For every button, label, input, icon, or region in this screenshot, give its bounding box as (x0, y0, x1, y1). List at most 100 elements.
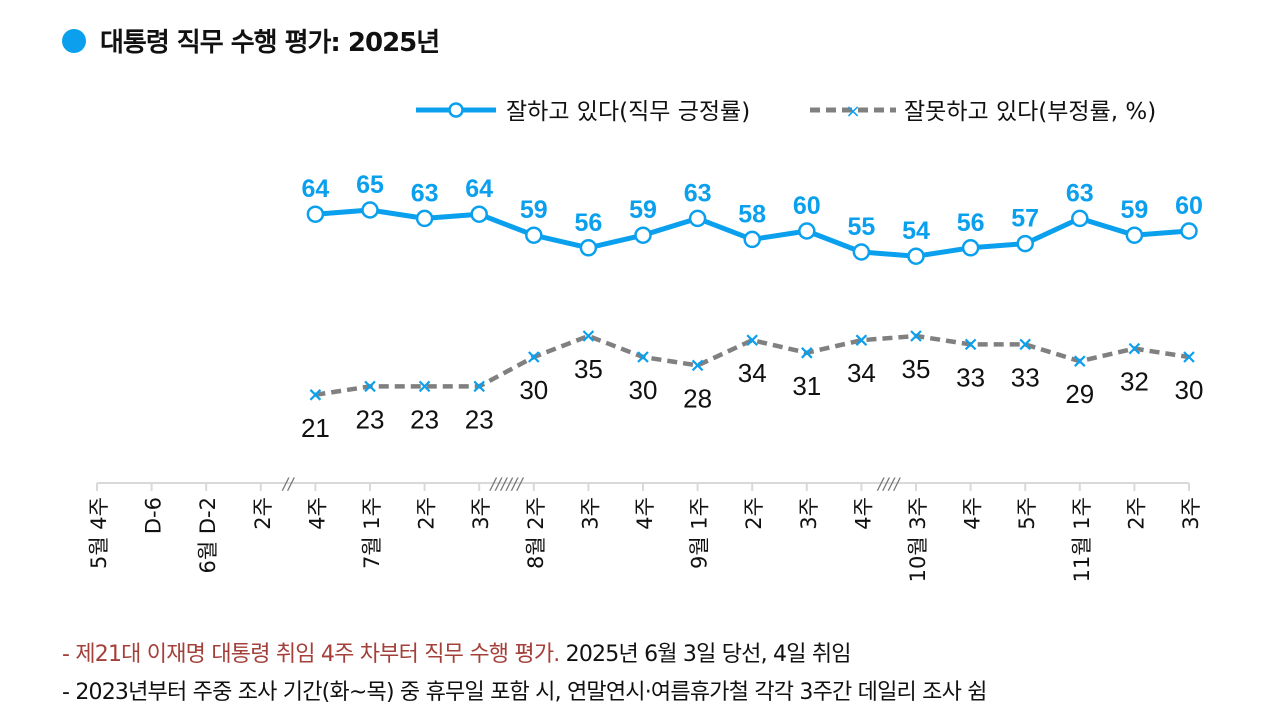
positive-data-label: 60 (1175, 192, 1203, 220)
x-tick-label: 11월 1주 (1070, 497, 1094, 582)
positive-point (852, 243, 871, 261)
negative-point (855, 334, 868, 346)
negative-point (746, 334, 758, 346)
legend-negative-label: 잘못하고 있다(부정률, %) (904, 99, 1156, 125)
negative-point (1019, 338, 1031, 351)
positive-data-label: 64 (465, 175, 493, 203)
chart-title: 대통령 직무 수행 평가: 2025년 (62, 22, 440, 59)
negative-line (315, 333, 1190, 398)
x-tick-label: 2주 (1124, 497, 1148, 530)
x-tick-label: 7월 1주 (360, 497, 384, 569)
negative-data-label: 30 (519, 375, 548, 405)
positive-point (361, 201, 379, 219)
bullet-icon (62, 28, 86, 53)
negative-point (528, 351, 540, 363)
positive-point (743, 230, 761, 249)
x-tick-label: 3주 (578, 497, 602, 530)
positive-point (1180, 222, 1198, 240)
negative-point (1183, 351, 1195, 363)
footnote-1-rest: 2025년 6월 3일 당선, 4일 취임 (559, 642, 852, 667)
title-text: 대통령 직무 수행 평가: 2025년 (100, 28, 440, 58)
positive-point (907, 247, 925, 265)
negative-data-label: 21 (301, 413, 330, 443)
negative-data-label: 33 (1011, 362, 1040, 392)
negative-point (1074, 355, 1086, 367)
negative-point (364, 380, 376, 393)
x-tick-label: 4주 (961, 497, 985, 530)
legend: 잘하고 있다(직무 긍정률) × 잘못하고 있다(부정률, %) (416, 99, 1156, 125)
positive-data-label: 58 (738, 200, 766, 228)
negative-data-label: 34 (738, 358, 767, 388)
positive-data-label: 59 (1120, 196, 1148, 224)
positive-point (634, 226, 652, 244)
x-tick-label: 10월 3주 (906, 497, 930, 582)
negative-point (910, 330, 922, 342)
positive-point (1071, 209, 1089, 228)
legend-negative-marker: × (845, 101, 860, 122)
positive-data-label: 60 (793, 192, 821, 220)
x-tick-label: 5월 4주 (87, 497, 111, 569)
x-tick-label: 8월 2주 (524, 497, 548, 569)
positive-point (1016, 234, 1034, 253)
positive-point (579, 239, 598, 257)
positive-point (1125, 226, 1144, 244)
x-tick-label: 2주 (742, 497, 766, 530)
positive-data-label: 59 (520, 196, 548, 224)
negative-data-label: 35 (902, 354, 931, 384)
positive-data-label: 63 (411, 179, 439, 207)
negative-point (964, 338, 977, 351)
footnote-1-highlight: - 제21대 이재명 대통령 취임 4주 차부터 직무 수행 평가. (62, 642, 560, 667)
negative-data-label: 34 (847, 358, 876, 388)
positive-data-label: 56 (574, 209, 602, 237)
x-tick-label: 4주 (633, 497, 657, 530)
positive-point (525, 226, 543, 244)
negative-data-label: 30 (629, 375, 658, 405)
negative-data-label: 30 (1175, 375, 1204, 405)
negative-point (1128, 342, 1141, 355)
footnote-1: - 제21대 이재명 대통령 취임 4주 차부터 직무 수행 평가. 2025년… (62, 636, 987, 674)
x-tick-label: 4주 (851, 497, 875, 530)
legend-positive-marker (448, 102, 464, 118)
positive-data-label: 65 (356, 171, 384, 199)
negative-data-label: 31 (792, 371, 821, 401)
x-tick-label: 2주 (251, 497, 275, 530)
x-tick-label: 3주 (469, 497, 493, 530)
x-tick-label: 3주 (1179, 497, 1203, 530)
footnotes: - 제21대 이재명 대통령 취임 4주 차부터 직무 수행 평가. 2025년… (62, 636, 988, 712)
negative-data-label: 28 (683, 383, 712, 413)
negative-data-label: 23 (410, 404, 439, 434)
negative-point (691, 359, 704, 372)
negative-data-label: 29 (1065, 379, 1094, 409)
positive-point (470, 205, 488, 223)
positive-data-label: 63 (684, 179, 712, 207)
negative-data-label: 23 (356, 404, 385, 434)
x-tick-label: D-6 (142, 497, 166, 534)
positive-data-label: 54 (902, 217, 930, 245)
negative-data-label: 33 (956, 362, 985, 392)
positive-data-label: 56 (957, 209, 985, 237)
axis-break-mark: // (281, 474, 295, 493)
negative-point (801, 347, 813, 359)
positive-data-label: 55 (847, 213, 875, 241)
axis-break-mark: ////// (488, 474, 524, 493)
positive-point (961, 239, 980, 257)
x-tick-label: 6월 D-2 (196, 497, 220, 573)
x-tick-label: 3주 (797, 497, 821, 530)
negative-data-label: 35 (574, 354, 603, 384)
x-tick-label: 5주 (1015, 497, 1039, 530)
plot-area: 64 65 63 64 59 56 59 63 58 60 55 54 56 57 63 59 60 21 23 23… (301, 171, 1204, 443)
footnote-2: - 2023년부터 주중 조사 기간(화~목) 중 휴무일 포함 시, 연말연시… (62, 680, 988, 705)
negative-point (309, 389, 322, 401)
positive-data-label: 63 (1066, 179, 1094, 207)
negative-data-label: 32 (1120, 367, 1149, 397)
positive-data-label: 59 (629, 196, 657, 224)
negative-data-label: 23 (465, 404, 494, 434)
positive-data-label: 64 (301, 175, 329, 203)
negative-point (582, 330, 595, 342)
x-tick-label: 9월 1주 (688, 497, 712, 569)
positive-point (306, 205, 325, 223)
x-tick-label: 4주 (305, 497, 329, 530)
negative-point (473, 380, 485, 393)
axis-break-mark: //// (876, 474, 901, 493)
